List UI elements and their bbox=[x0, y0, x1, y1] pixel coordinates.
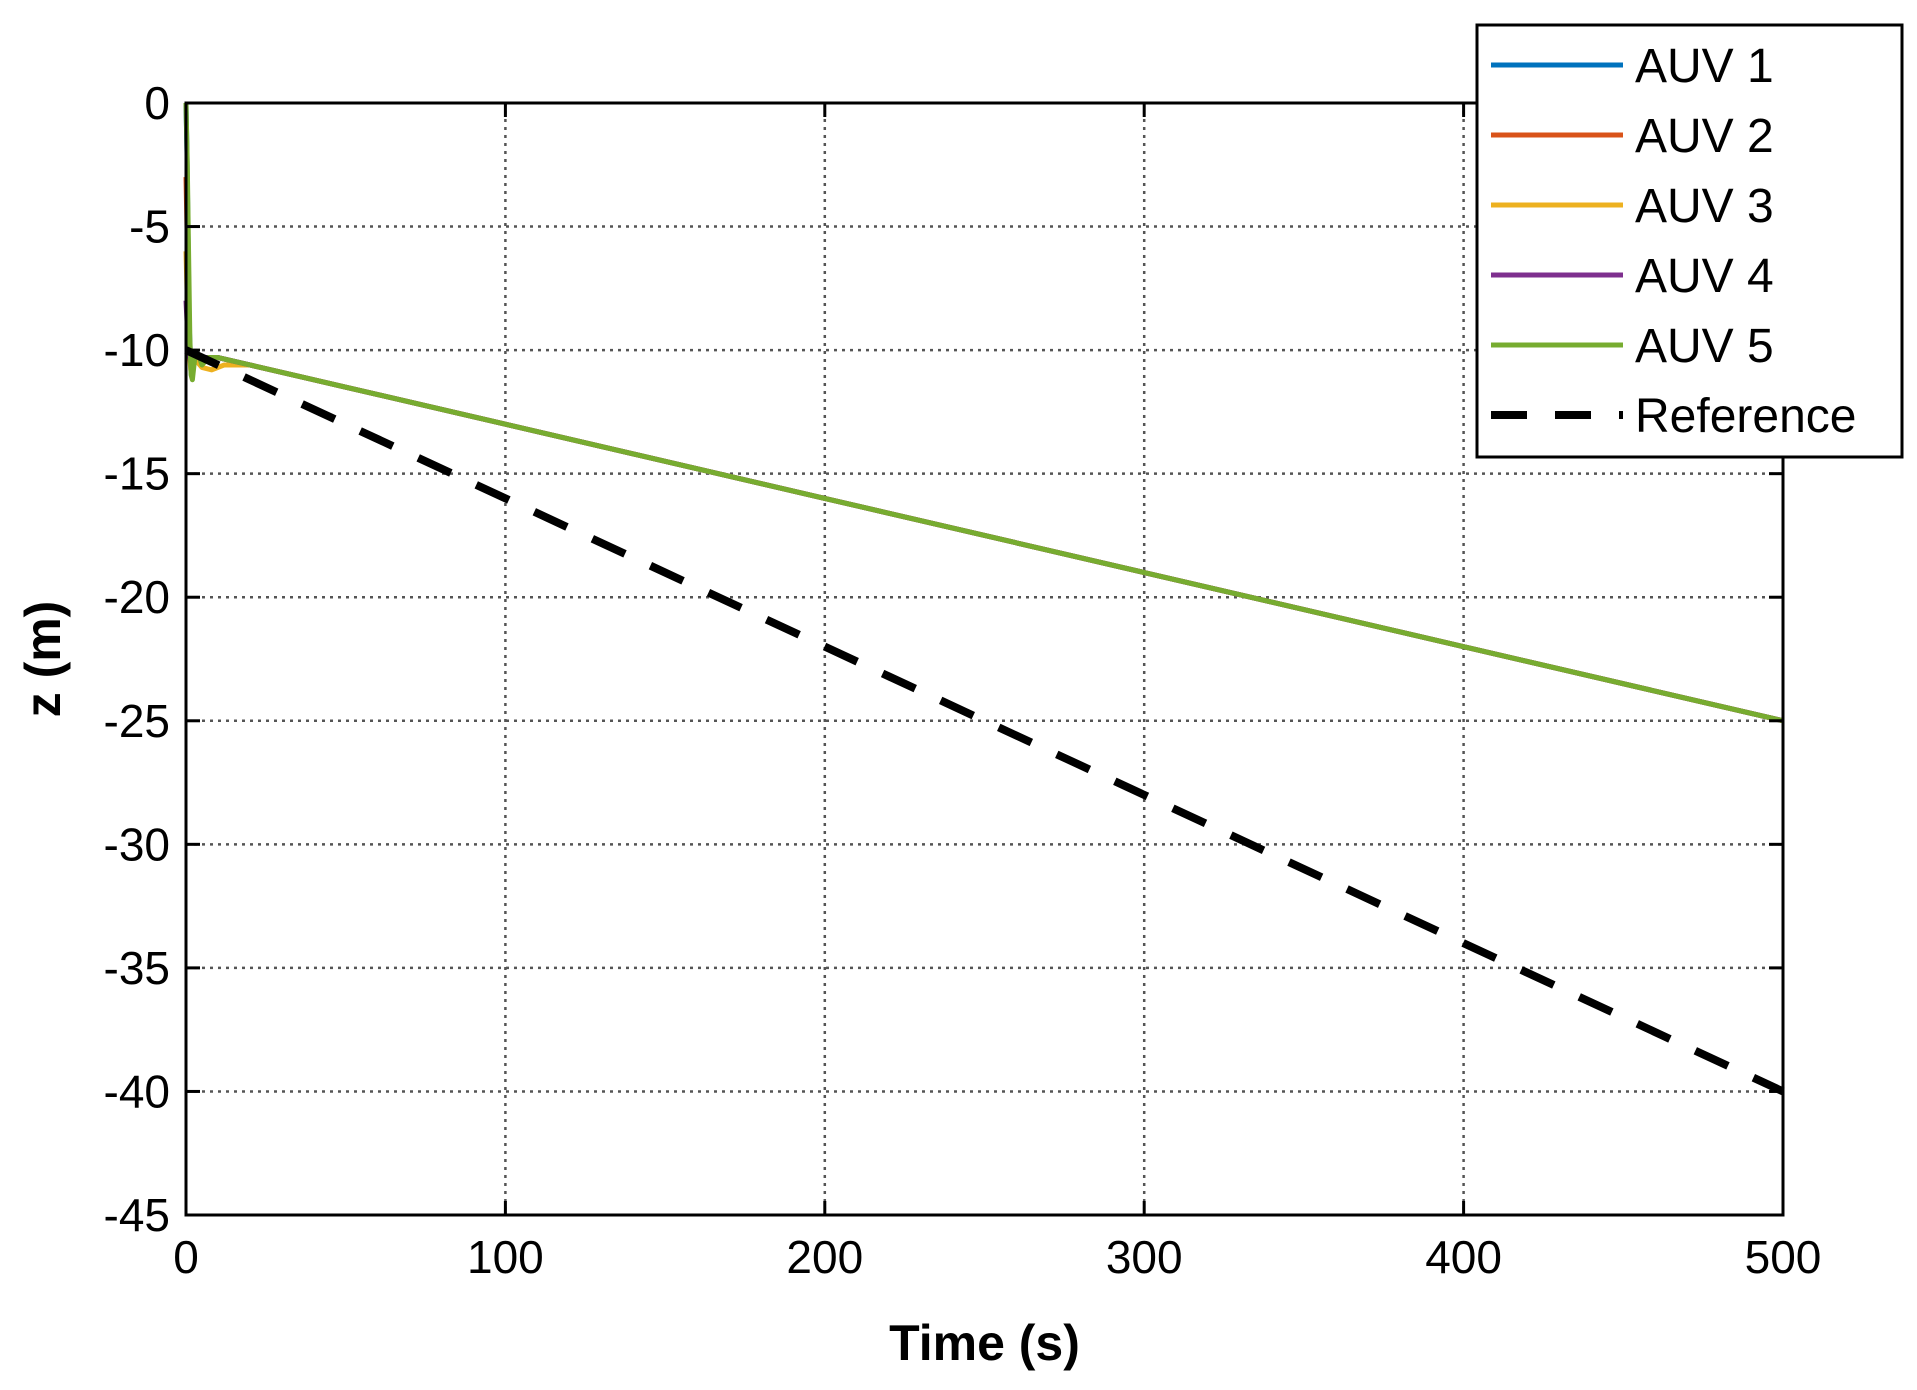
y-tick-label: -40 bbox=[104, 1065, 170, 1117]
x-tick-label: 300 bbox=[1106, 1231, 1183, 1283]
x-tick-label: 400 bbox=[1425, 1231, 1502, 1283]
plot-area-frame bbox=[184, 101, 1785, 1217]
y-tick-label: -10 bbox=[104, 324, 170, 376]
x-tick-label: 100 bbox=[467, 1231, 544, 1283]
y-tick-label: -45 bbox=[104, 1189, 170, 1241]
plot-series bbox=[183, 102, 1785, 1096]
y-tick-label: -30 bbox=[104, 818, 170, 870]
x-tick-label: 0 bbox=[173, 1231, 199, 1283]
legend-label: Reference bbox=[1635, 390, 1856, 443]
legend: AUV 1 AUV 2 AUV 3 AUV 4 AUV 5 Reference bbox=[1475, 23, 1904, 459]
legend-label: AUV 1 bbox=[1635, 40, 1774, 93]
y-tick-label: -5 bbox=[129, 201, 170, 253]
series-line-auv-5 bbox=[183, 102, 1784, 724]
x-tick-label: 200 bbox=[786, 1231, 863, 1283]
legend-label: AUV 2 bbox=[1635, 110, 1774, 163]
y-tick-label: -15 bbox=[104, 448, 170, 500]
legend-label: AUV 5 bbox=[1635, 320, 1774, 373]
y-axis-title: z (m) bbox=[15, 601, 71, 718]
y-tick-label: 0 bbox=[144, 77, 170, 129]
axis-ticks: 0 100 200 300 400 500 0 -5 -10 -15 -20 -25 -30 -35 -40… bbox=[104, 77, 1822, 1283]
legend-label: AUV 4 bbox=[1635, 250, 1774, 303]
x-tick-label: 500 bbox=[1745, 1231, 1822, 1283]
y-tick-label: -20 bbox=[104, 571, 170, 623]
x-axis-title: Time (s) bbox=[889, 1315, 1080, 1371]
legend-label: AUV 3 bbox=[1635, 180, 1774, 233]
y-tick-label: -25 bbox=[104, 695, 170, 747]
y-tick-label: -35 bbox=[104, 942, 170, 994]
legend-box bbox=[1475, 23, 1904, 459]
